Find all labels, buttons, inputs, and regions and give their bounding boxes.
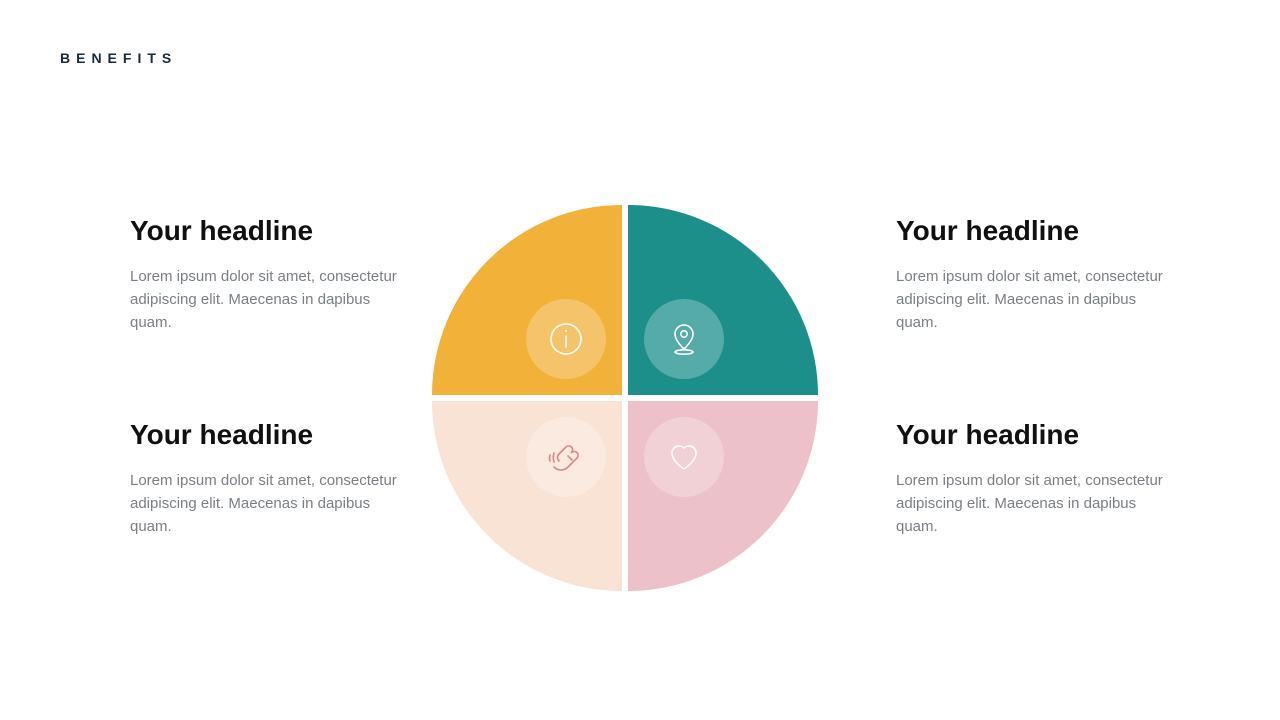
benefit-block-bottom-left: Your headline Lorem ipsum dolor sit amet…	[130, 420, 410, 539]
benefit-body: Lorem ipsum dolor sit amet, consectetur …	[130, 469, 410, 539]
benefit-body: Lorem ipsum dolor sit amet, consectetur …	[896, 265, 1176, 335]
benefit-block-bottom-right: Your headline Lorem ipsum dolor sit amet…	[896, 420, 1176, 539]
wave-icon	[526, 417, 606, 497]
quadrant-pie	[432, 205, 818, 591]
benefit-headline: Your headline	[896, 420, 1176, 451]
benefit-body: Lorem ipsum dolor sit amet, consectetur …	[896, 469, 1176, 539]
heart-icon	[644, 417, 724, 497]
info-icon	[526, 299, 606, 379]
benefit-block-top-right: Your headline Lorem ipsum dolor sit amet…	[896, 216, 1176, 335]
pie-quadrant-bottom-right	[628, 401, 818, 591]
pie-quadrant-bottom-left	[432, 401, 622, 591]
benefit-headline: Your headline	[130, 420, 410, 451]
pie-quadrant-top-left	[432, 205, 622, 395]
location-icon	[644, 299, 724, 379]
benefit-headline: Your headline	[896, 216, 1176, 247]
eyebrow-label: BENEFITS	[60, 50, 177, 66]
slide-root: { "eyebrow": { "text": "BENEFITS", "colo…	[0, 0, 1280, 720]
benefit-headline: Your headline	[130, 216, 410, 247]
pie-quadrant-top-right	[628, 205, 818, 395]
benefit-block-top-left: Your headline Lorem ipsum dolor sit amet…	[130, 216, 410, 335]
benefit-body: Lorem ipsum dolor sit amet, consectetur …	[130, 265, 410, 335]
